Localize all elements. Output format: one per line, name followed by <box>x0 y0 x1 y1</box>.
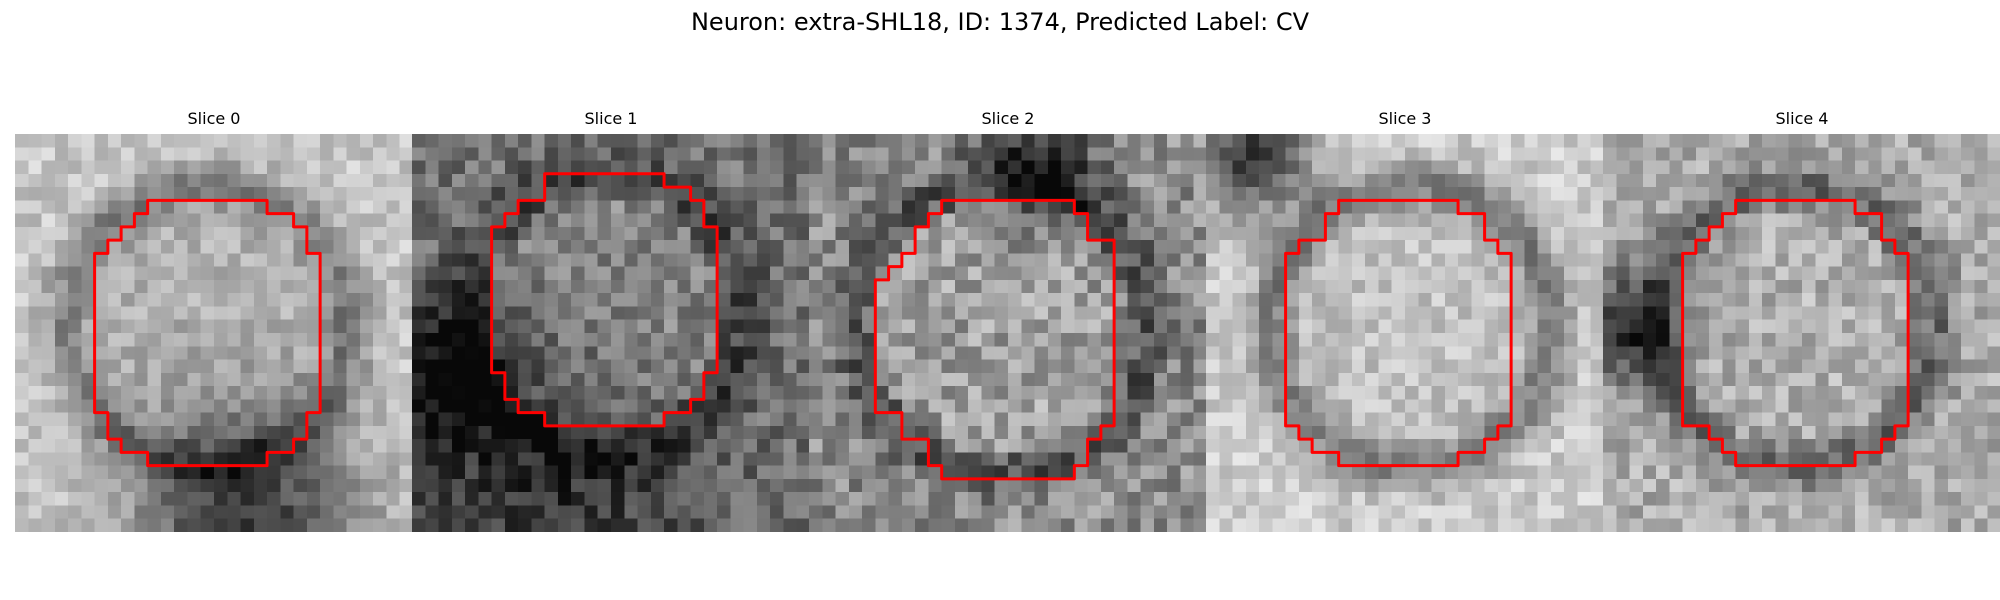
pixel-grid <box>809 134 1207 532</box>
pixel-grid <box>15 134 413 532</box>
slice-image-4 <box>1603 134 2000 532</box>
slice-image-0 <box>15 134 413 532</box>
slice-title-4: Slice 4 <box>1775 109 1829 128</box>
pixel-grid <box>1206 134 1604 532</box>
cell-contour-outline <box>873 198 1116 481</box>
grayscale-slice-image <box>1603 134 2000 532</box>
grayscale-slice-image <box>1206 134 1604 532</box>
slice-title-2: Slice 2 <box>981 109 1035 128</box>
slice-title-1: Slice 1 <box>584 109 638 128</box>
grayscale-slice-image <box>15 134 413 532</box>
pixel-grid <box>1603 134 2000 532</box>
slice-panel-0: Slice 0 <box>15 108 413 532</box>
figure-title: Neuron: extra-SHL18, ID: 1374, Predicted… <box>690 8 1310 36</box>
slice-panel-1: Slice 1 <box>412 108 810 532</box>
slice-image-3 <box>1206 134 1604 532</box>
slice-title-0: Slice 0 <box>187 109 241 128</box>
slice-panel-4: Slice 4 <box>1603 108 2000 532</box>
slice-title-3: Slice 3 <box>1378 109 1432 128</box>
cell-contour-outline <box>490 172 719 428</box>
slice-image-1 <box>412 134 810 532</box>
pixel-grid <box>412 134 810 532</box>
grayscale-slice-image <box>412 134 810 532</box>
slice-image-2 <box>809 134 1207 532</box>
slice-panel-2: Slice 2 <box>809 108 1207 532</box>
grayscale-slice-image <box>809 134 1207 532</box>
cell-contour-outline <box>1681 198 1910 468</box>
slice-panel-3: Slice 3 <box>1206 108 1604 532</box>
cell-contour-outline <box>1284 198 1513 468</box>
cell-contour-outline <box>93 198 322 468</box>
